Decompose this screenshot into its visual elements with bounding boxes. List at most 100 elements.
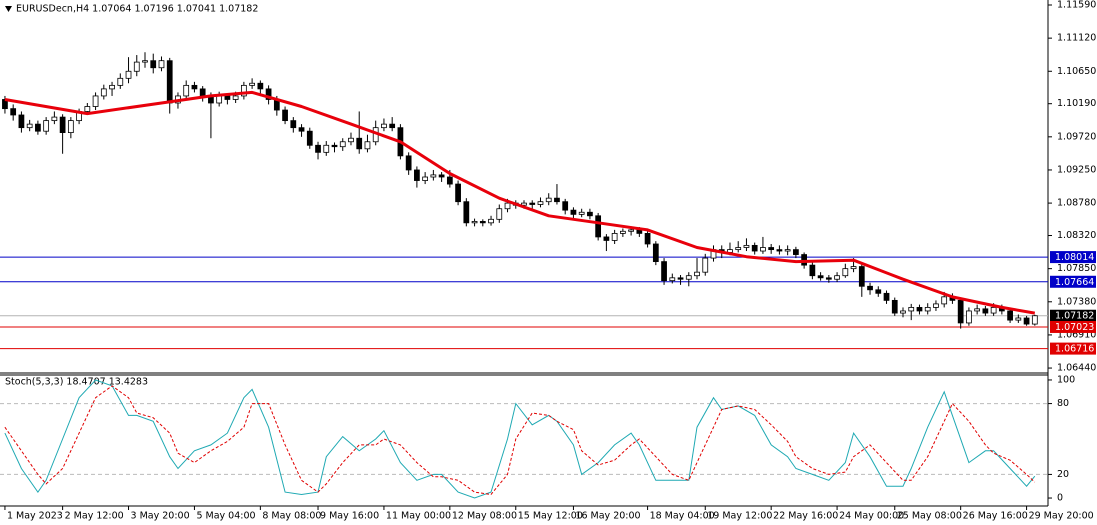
- candle-body: [381, 123, 387, 129]
- candle-body: [26, 123, 33, 129]
- candle-body: [529, 202, 536, 205]
- x-tick-label: 19 May 12:00: [707, 511, 772, 522]
- candle-body: [479, 221, 486, 224]
- x-tick-label: 1 May 2023: [7, 511, 63, 522]
- candle-body: [315, 144, 321, 153]
- candle-body: [916, 307, 923, 312]
- candle-body: [891, 299, 898, 314]
- candle-body: [702, 257, 709, 273]
- candle-body: [446, 176, 453, 185]
- candle-body: [331, 144, 338, 148]
- candle-body: [422, 176, 429, 181]
- candle-body: [652, 243, 659, 263]
- y-tick-label: 1.10650: [1057, 66, 1096, 77]
- candle-body: [455, 183, 461, 203]
- x-tick-label: 22 May 16:00: [773, 511, 838, 522]
- y-tick-label: 1.10190: [1057, 98, 1096, 109]
- candle-body: [265, 88, 272, 100]
- x-tick-label: 16 May 20:00: [575, 511, 640, 522]
- indicator-title: Stoch(5,3,3) 18.4707 13.4283: [5, 377, 148, 388]
- candle-body: [10, 108, 17, 116]
- candle-body: [241, 84, 247, 97]
- moving-average: [4, 90, 1036, 315]
- candle-body: [59, 116, 66, 134]
- candle-body: [694, 271, 700, 277]
- candle-body: [496, 208, 503, 220]
- level-label: 1.07664: [1055, 277, 1094, 288]
- candle-body: [117, 77, 124, 86]
- x-tick-label: 25 May 08:00: [897, 511, 962, 522]
- candle-body: [793, 249, 799, 255]
- candle-body: [1031, 315, 1038, 325]
- candle-body: [84, 106, 91, 112]
- candle-body: [578, 211, 585, 215]
- candle-body: [430, 174, 437, 178]
- candle-body: [109, 84, 115, 90]
- candle-body: [842, 268, 849, 277]
- x-tick-label: 3 May 20:00: [131, 511, 190, 522]
- candle-body: [298, 127, 305, 132]
- candle-body: [867, 285, 873, 291]
- x-tick-label: 15 May 12:00: [518, 511, 583, 522]
- candle-body: [43, 120, 50, 132]
- y-tick-label: 1.11590: [1057, 0, 1096, 11]
- candle-body: [685, 275, 692, 280]
- candle-body: [1023, 317, 1030, 325]
- candle-body: [323, 144, 330, 153]
- level-label-box: [1050, 320, 1096, 333]
- x-tick-label: 8 May 08:00: [262, 511, 321, 522]
- y-tick-label: 80: [1057, 398, 1069, 409]
- y-tick-label: 1.06440: [1057, 363, 1096, 374]
- candle-body: [801, 254, 807, 266]
- candle-body: [990, 307, 997, 314]
- candle-body: [405, 155, 412, 171]
- x-tick-label: 29 May 20:00: [1029, 511, 1094, 522]
- level-label-box: [1050, 275, 1096, 288]
- level-label: 1.07023: [1055, 322, 1094, 333]
- candle-body: [570, 209, 577, 215]
- candle-body: [1015, 317, 1022, 321]
- candle-body: [743, 244, 750, 248]
- candle-body: [735, 247, 742, 251]
- indicator-line: [4, 385, 1036, 496]
- candle-body: [850, 266, 857, 270]
- candle-body: [900, 310, 906, 314]
- candle-body: [100, 88, 107, 97]
- candle-body: [471, 221, 478, 224]
- level-label-box: [1050, 342, 1096, 355]
- menu-arrow[interactable]: [5, 6, 12, 12]
- x-tick-label: 24 May 00:00: [839, 511, 904, 522]
- candle-body: [414, 169, 420, 181]
- candle-body: [150, 60, 157, 69]
- candle-body: [306, 130, 313, 146]
- candle-body: [18, 114, 25, 129]
- y-tick-label: 100: [1057, 374, 1075, 385]
- x-tick-label: 9 May 16:00: [320, 511, 379, 522]
- candle-body: [858, 266, 865, 287]
- candle-body: [619, 230, 626, 234]
- candle-body: [216, 95, 223, 104]
- candle-body: [941, 296, 948, 305]
- candle-body: [224, 95, 231, 100]
- candle-body: [825, 277, 832, 280]
- candle-body: [924, 307, 931, 312]
- level-label: 1.08014: [1055, 252, 1094, 263]
- candle-body: [809, 264, 816, 277]
- candle-body: [587, 211, 593, 217]
- candle-body: [554, 197, 560, 203]
- y-tick-label: 1.11120: [1057, 33, 1096, 44]
- candle-body: [125, 70, 132, 79]
- level-label: 1.07182: [1055, 311, 1094, 322]
- y-tick-label: 1.09250: [1057, 164, 1096, 175]
- candle-body: [883, 292, 890, 301]
- y-tick-label: 1.07850: [1057, 263, 1096, 274]
- candle-body: [92, 95, 99, 107]
- indicator-line: [4, 379, 1036, 499]
- candle-body: [282, 109, 288, 122]
- x-tick-label: 2 May 12:00: [65, 511, 124, 522]
- x-tick-label: 11 May 00:00: [386, 511, 451, 522]
- candle-body: [232, 95, 239, 100]
- candle-body: [51, 116, 58, 122]
